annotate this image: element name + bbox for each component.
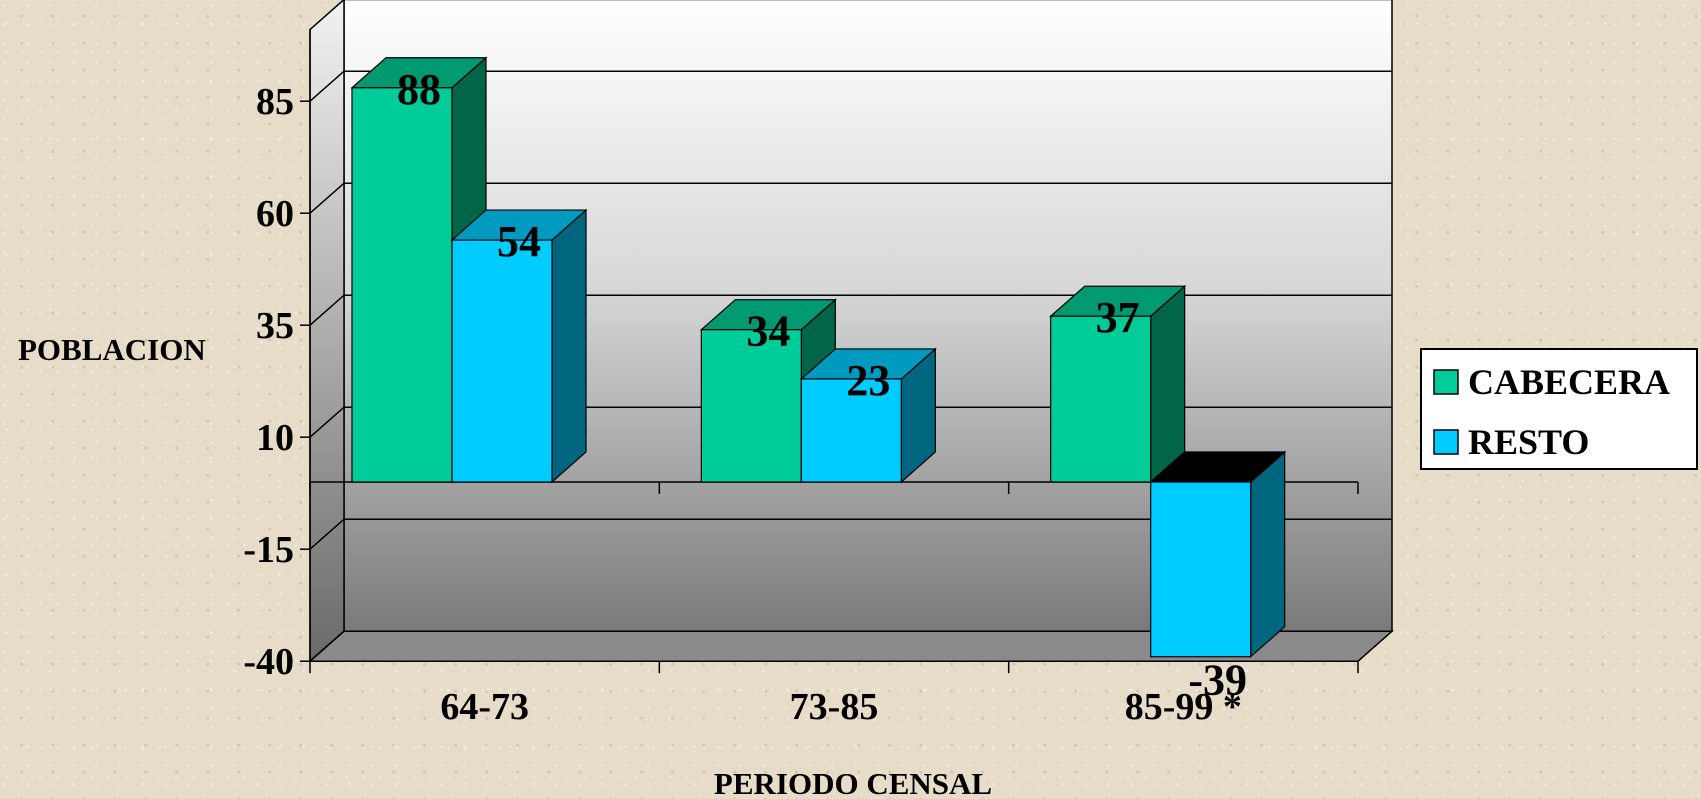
bar [1049,284,1187,484]
bar-front [700,329,802,483]
legend-label: RESTO [1468,422,1589,462]
y-tick-label: 85 [256,81,294,123]
bar-front [800,378,902,483]
bar-front [451,239,553,483]
gridline [309,406,1392,438]
bar [450,208,588,484]
data-label: 37 [1096,293,1140,342]
bar-side [1250,450,1286,659]
legend-label: CABECERA [1468,362,1670,402]
bar-front [1050,315,1152,483]
gridline [309,518,1392,550]
y-tick-label: -40 [243,641,294,683]
data-label: 88 [397,65,441,114]
side-wall [309,0,345,663]
bar [799,347,937,484]
data-label: 23 [846,356,890,405]
bar-side [551,208,587,484]
x-tick-label: 73-85 [790,686,879,728]
bar-front [1150,481,1252,658]
x-tick-label: 64-73 [440,686,529,728]
legend-swatch [1433,429,1459,455]
gridline [309,70,1392,102]
gridline [309,182,1392,214]
legend-swatch [1433,369,1459,395]
x-axis-title: PERIODO CENSAL [714,766,992,799]
data-label: 54 [497,217,541,266]
bar-front [351,87,453,483]
y-tick-label: 60 [256,193,294,235]
data-label: 34 [746,307,790,356]
gridline [309,630,1392,662]
y-tick-label: 35 [256,305,294,347]
bar [1149,450,1287,659]
bar-side [1150,284,1186,484]
data-label: -39 [1188,656,1247,705]
y-tick-label: 10 [256,417,294,459]
legend-box [1420,348,1698,470]
gridline [309,294,1392,326]
y-axis-title: POBLACION [18,332,206,367]
y-tick-label: -15 [243,529,294,571]
x-tick-label: 85-99 * [1125,686,1242,728]
